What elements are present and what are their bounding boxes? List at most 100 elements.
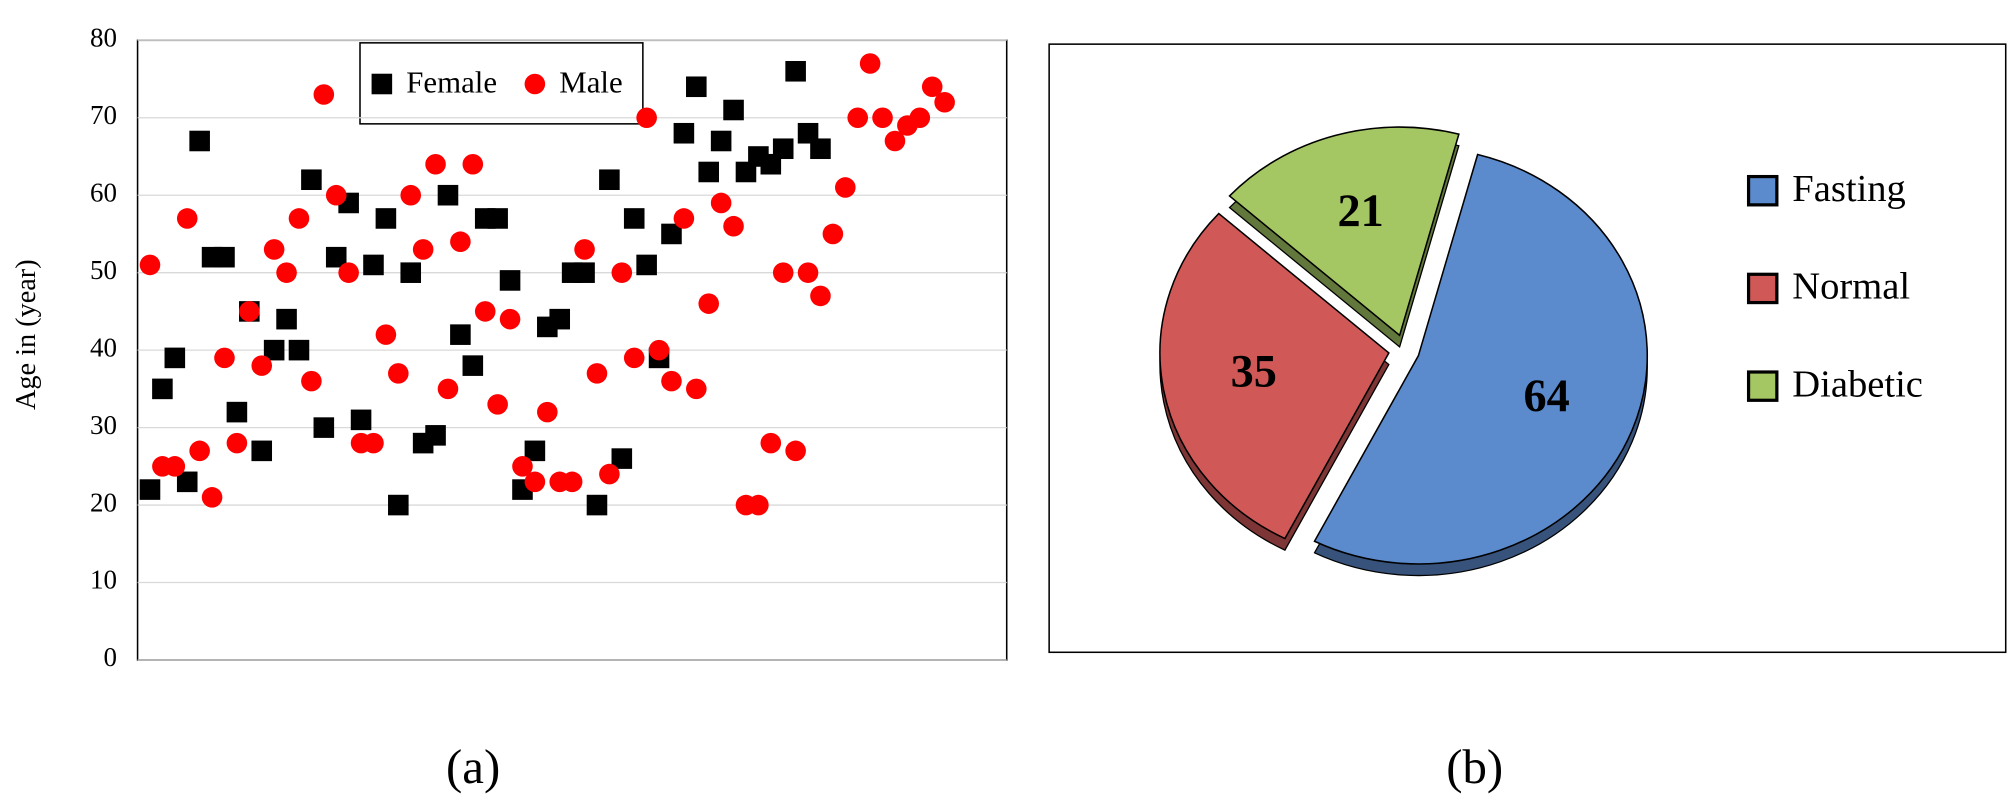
point (586, 494, 608, 516)
point (325, 184, 347, 206)
point (176, 208, 198, 229)
point (437, 184, 459, 206)
point (661, 223, 682, 245)
point (499, 308, 521, 330)
legend-box (359, 42, 644, 125)
point (772, 138, 794, 160)
point (276, 308, 297, 330)
point (748, 494, 769, 516)
point (276, 262, 297, 283)
point (450, 324, 471, 345)
data-label: 21 (1337, 186, 1383, 237)
point (822, 223, 844, 245)
point (760, 153, 782, 175)
point (164, 347, 186, 369)
caption: (a) (446, 739, 500, 794)
point (909, 107, 931, 129)
point (698, 161, 720, 183)
point (425, 425, 446, 446)
point (462, 153, 484, 175)
data-label: 64 (1523, 371, 1569, 422)
y-tick-label: 80 (90, 22, 117, 52)
y-tick-label: 20 (90, 487, 117, 517)
y-axis-label: Age in (year) (11, 259, 42, 410)
point (723, 99, 744, 121)
point (288, 339, 310, 361)
point (288, 208, 310, 229)
point (313, 417, 335, 438)
legend-label: Female (406, 65, 497, 99)
point (760, 432, 782, 454)
legend-label: Fasting (1792, 168, 1906, 210)
point (599, 463, 620, 485)
point (835, 177, 856, 198)
point (710, 192, 732, 214)
point (499, 270, 521, 291)
point (450, 231, 471, 252)
point (263, 239, 285, 260)
point (388, 494, 409, 516)
legend-label: Normal (1792, 266, 1910, 308)
point (176, 471, 198, 493)
point (623, 208, 645, 229)
point (375, 208, 397, 229)
slice (1159, 212, 1390, 540)
point (437, 378, 459, 400)
point (251, 440, 273, 462)
point (611, 262, 633, 283)
point (388, 363, 409, 384)
point (412, 239, 434, 260)
point (487, 394, 508, 415)
y-tick-label: 40 (90, 332, 117, 362)
point (859, 53, 881, 74)
point (599, 169, 620, 191)
legend-marker (524, 73, 546, 95)
point (574, 262, 595, 283)
point (313, 84, 335, 105)
point (561, 471, 583, 493)
legend-marker (371, 73, 393, 95)
point (263, 339, 285, 361)
point (301, 169, 322, 191)
legend-swatch (1746, 370, 1779, 402)
point (785, 440, 806, 462)
point (226, 432, 248, 454)
point (698, 293, 720, 314)
point (723, 215, 744, 237)
point (686, 76, 707, 98)
point (164, 456, 186, 477)
point (586, 363, 608, 384)
point (338, 262, 359, 283)
point (735, 161, 757, 183)
point (710, 130, 732, 152)
point (512, 456, 533, 477)
point (363, 254, 384, 276)
point (139, 254, 161, 276)
data-label: 35 (1231, 346, 1277, 397)
point (400, 262, 422, 283)
point (636, 254, 657, 276)
point (487, 208, 508, 229)
slice (1228, 126, 1460, 337)
y-tick-label: 60 (90, 177, 117, 207)
point (934, 91, 955, 113)
y-tick-label: 50 (90, 255, 117, 285)
point (139, 479, 161, 500)
point (363, 432, 384, 454)
point (686, 378, 707, 400)
point (636, 107, 657, 129)
point (239, 301, 260, 322)
point (251, 355, 273, 376)
point (549, 308, 571, 330)
point (661, 370, 682, 392)
point (611, 448, 633, 469)
y-tick-label: 10 (90, 565, 117, 595)
point (325, 246, 347, 268)
point (400, 184, 422, 206)
point (847, 107, 869, 129)
point (189, 130, 210, 152)
point (350, 409, 372, 431)
y-tick-label: 70 (90, 100, 117, 130)
point (375, 324, 397, 345)
